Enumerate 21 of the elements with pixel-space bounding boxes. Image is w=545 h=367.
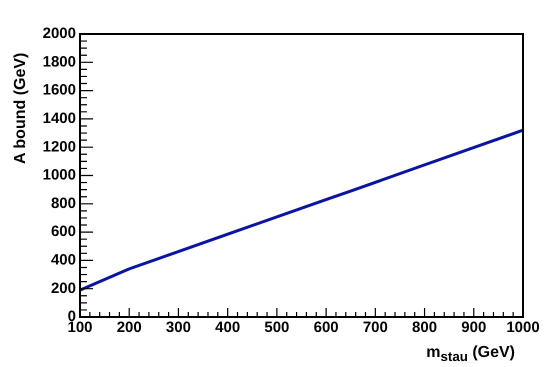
x-tick-label: 1000 bbox=[506, 319, 540, 336]
y-tick-label: 1200 bbox=[42, 138, 76, 156]
y-tick-label: 400 bbox=[50, 252, 76, 269]
x-tick-label: 200 bbox=[116, 319, 142, 336]
x-tick-label: 700 bbox=[362, 319, 388, 336]
x-tick-label: 900 bbox=[461, 319, 486, 336]
y-tick-label: 1800 bbox=[42, 53, 76, 70]
x-tick-label: 400 bbox=[215, 319, 240, 336]
x-tick-label: 300 bbox=[166, 319, 191, 336]
y-tick-label: 2000 bbox=[42, 25, 76, 42]
y-tick-label: 1000 bbox=[42, 166, 76, 184]
y-tick-label: 1600 bbox=[42, 82, 76, 99]
x-axis-title: m$_{stau}$ (GeV) bbox=[426, 344, 515, 364]
y-tick-label: 200 bbox=[50, 280, 76, 297]
y-axis-title: A bound (GeV) bbox=[12, 52, 30, 164]
x-tick-label: 500 bbox=[264, 319, 290, 336]
y-tick-label: 1400 bbox=[42, 110, 76, 128]
x-tick-label: 800 bbox=[412, 319, 438, 336]
y-tick-label: 800 bbox=[50, 194, 76, 212]
y-tick-label: 600 bbox=[50, 223, 76, 240]
x-tick-label: 600 bbox=[314, 319, 339, 336]
